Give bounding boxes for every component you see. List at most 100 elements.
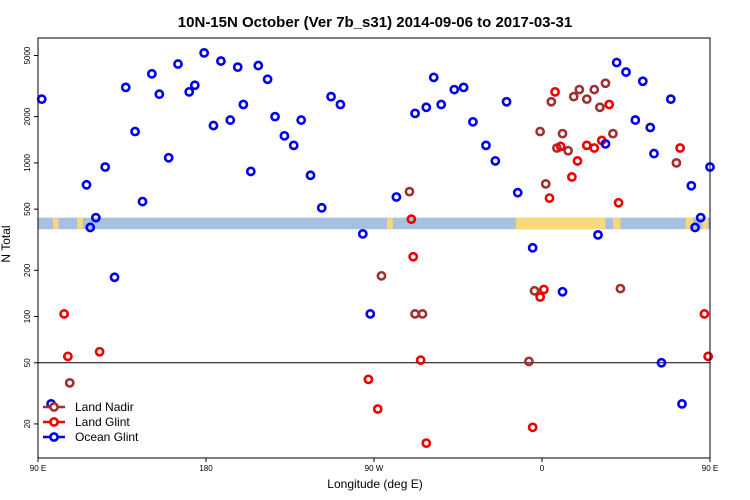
ocean-glint-point bbox=[690, 222, 700, 233]
land-segment bbox=[77, 217, 83, 230]
ocean-glint-point bbox=[208, 120, 219, 131]
land-nadir-point bbox=[535, 126, 546, 137]
ocean-glint-point bbox=[146, 68, 157, 79]
ocean-glint-point bbox=[154, 89, 165, 100]
land-glint-point bbox=[544, 193, 555, 203]
ocean-glint-point bbox=[85, 222, 96, 233]
x-tick-label: 0 bbox=[540, 464, 545, 473]
land-nadir-point bbox=[600, 78, 611, 89]
land-glint-point bbox=[62, 351, 73, 362]
ocean-glint-point bbox=[630, 115, 641, 125]
land-glint-point bbox=[703, 351, 714, 362]
y-tick-label: 100 bbox=[23, 309, 32, 323]
land-glint-point bbox=[604, 99, 615, 110]
ocean-glint-point bbox=[279, 130, 290, 141]
land-segment bbox=[612, 217, 621, 230]
ocean-glint-point bbox=[335, 99, 346, 110]
legend-label: Land Nadir bbox=[75, 400, 134, 414]
ocean-glint-point bbox=[225, 115, 236, 125]
land-nadir-point bbox=[557, 128, 568, 139]
y-tick-label: 500 bbox=[23, 202, 32, 216]
ocean-glint-point bbox=[245, 166, 256, 177]
ocean-glint-point bbox=[695, 212, 706, 223]
ocean-glint-point bbox=[296, 115, 307, 125]
x-tick-label: 90 W bbox=[365, 464, 384, 473]
ocean-glint-point bbox=[81, 179, 92, 190]
land-segment bbox=[515, 217, 606, 230]
land-glint-point bbox=[555, 141, 566, 152]
ocean-glint-point bbox=[637, 76, 648, 87]
land-nadir-point bbox=[524, 356, 534, 367]
series-land-nadir bbox=[64, 78, 682, 388]
ocean-glint-point bbox=[501, 96, 512, 107]
legend-marker bbox=[49, 417, 59, 427]
land-glint-point bbox=[535, 292, 546, 302]
y-tick-label: 2000 bbox=[23, 107, 32, 125]
land-nadir-point bbox=[568, 91, 579, 102]
ocean-glint-point bbox=[656, 357, 667, 368]
x-tick-label: 90 E bbox=[30, 464, 46, 473]
legend-item-land-glint: Land Glint bbox=[43, 415, 130, 429]
ocean-glint-point bbox=[238, 99, 249, 110]
ocean-glint-point bbox=[365, 309, 376, 319]
ocean-glint-point bbox=[262, 74, 273, 85]
y-tick-label: 20 bbox=[23, 419, 32, 428]
ocean-glint-point bbox=[137, 196, 148, 207]
ocean-glint-point bbox=[189, 80, 200, 91]
land-glint-point bbox=[572, 156, 583, 166]
ocean-glint-point bbox=[120, 82, 131, 93]
land-glint-point bbox=[527, 422, 538, 433]
y-tick-label: 200 bbox=[23, 263, 32, 277]
ocean-glint-point bbox=[436, 99, 447, 110]
land-glint-point bbox=[59, 309, 70, 319]
ocean-glint-point bbox=[600, 138, 611, 149]
ocean-glint-point bbox=[90, 212, 101, 223]
y-tick-label: 50 bbox=[23, 358, 32, 367]
x-tick-label: 90 E bbox=[702, 464, 718, 473]
land-nadir-point bbox=[417, 309, 428, 319]
ocean-glint-point bbox=[645, 122, 656, 133]
land-nadir-point bbox=[608, 128, 618, 139]
land-nadir-point bbox=[410, 309, 420, 319]
land-glint-point bbox=[421, 438, 432, 449]
land-glint-point bbox=[566, 172, 577, 182]
ocean-glint-point bbox=[410, 108, 420, 119]
land-nadir-point bbox=[376, 270, 387, 281]
ocean-glint-point bbox=[649, 148, 659, 159]
chart-title: 10N-15N October (Ver 7b_s31) 2014-09-06 … bbox=[178, 14, 572, 31]
land-nadir-point bbox=[64, 377, 75, 388]
ocean-glint-point bbox=[512, 187, 523, 198]
ocean-glint-point bbox=[316, 202, 327, 213]
legend-label: Ocean Glint bbox=[75, 430, 139, 444]
land-glint-point bbox=[415, 355, 426, 366]
land-nadir-point bbox=[671, 157, 682, 168]
y-axis-label: N Total bbox=[0, 225, 13, 262]
ocean-glint-point bbox=[199, 47, 210, 58]
land-glint-point bbox=[550, 86, 560, 97]
legend-marker bbox=[49, 432, 59, 442]
ocean-glint-point bbox=[216, 56, 226, 66]
land-nadir-point bbox=[529, 285, 540, 296]
land-glint-point bbox=[406, 214, 417, 225]
ocean-glint-point bbox=[253, 60, 264, 71]
land-glint-point bbox=[538, 284, 549, 295]
legend-item-ocean-glint: Ocean Glint bbox=[43, 430, 139, 444]
ocean-glint-point bbox=[611, 57, 622, 68]
ocean-glint-point bbox=[100, 162, 111, 172]
ocean-glint-point bbox=[270, 111, 280, 122]
ocean-glint-point bbox=[686, 180, 697, 191]
ocean-glint-point bbox=[421, 102, 432, 113]
ocean-band bbox=[38, 217, 710, 230]
land-nadir-point bbox=[404, 186, 415, 197]
y-tick-label: 5000 bbox=[23, 46, 32, 64]
ocean-glint-point bbox=[36, 94, 47, 105]
legend-item-land-nadir: Land Nadir bbox=[43, 400, 134, 414]
ocean-glint-point bbox=[665, 94, 676, 105]
land-nadir-point bbox=[540, 178, 551, 189]
ocean-glint-point bbox=[391, 192, 402, 202]
series-land-glint bbox=[59, 86, 714, 449]
land-nadir-point bbox=[581, 94, 592, 105]
ocean-glint-point bbox=[449, 84, 460, 95]
